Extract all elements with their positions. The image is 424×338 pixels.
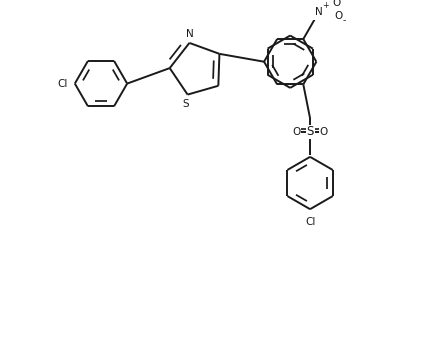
Text: O: O	[334, 11, 342, 21]
Text: Cl: Cl	[305, 217, 315, 227]
Text: N: N	[315, 7, 323, 17]
Text: S: S	[307, 125, 314, 139]
Text: -: -	[343, 16, 346, 25]
Text: S: S	[182, 99, 189, 109]
Text: Cl: Cl	[58, 79, 68, 89]
Text: O: O	[332, 0, 340, 7]
Text: +: +	[322, 1, 328, 10]
Text: N: N	[186, 29, 193, 39]
Text: O: O	[320, 127, 328, 137]
Text: O: O	[293, 127, 301, 137]
